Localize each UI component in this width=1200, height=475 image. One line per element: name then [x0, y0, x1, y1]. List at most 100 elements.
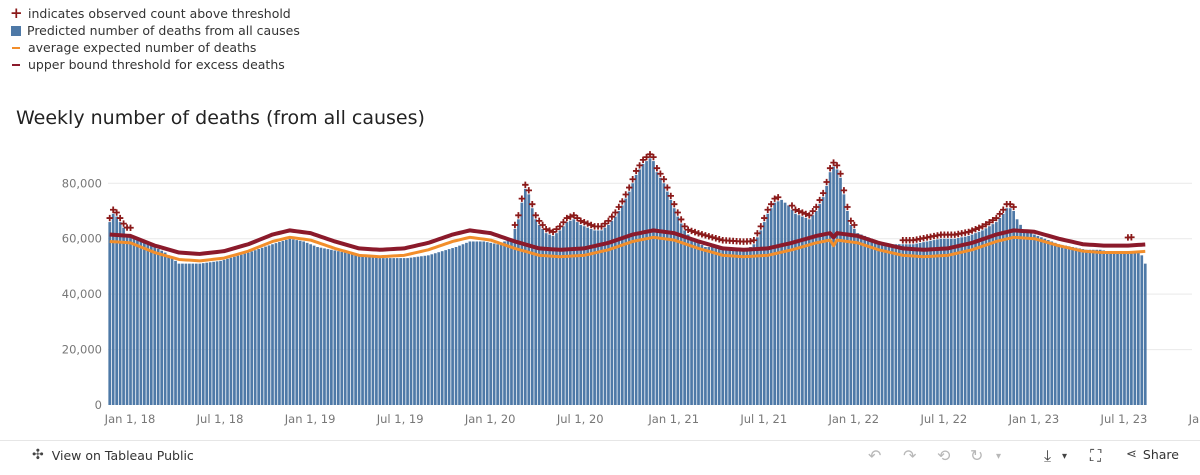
bar: [236, 255, 240, 405]
above-threshold-marker: [612, 209, 619, 216]
chart-area: 0 20,000 40,000 60,000 80,000 Jan 1, 18 Jul 1,…: [62, 151, 1200, 426]
x-tick-label: Jul 1, 22: [919, 412, 967, 426]
above-threshold-marker: [761, 214, 768, 222]
above-threshold-marker: [601, 220, 609, 227]
above-threshold-marker: [709, 234, 716, 241]
bar: [503, 241, 506, 405]
bar: [821, 197, 825, 405]
bar: [285, 239, 288, 405]
bar: [1105, 251, 1109, 405]
bar: [215, 261, 219, 405]
above-threshold-marker: [587, 221, 595, 229]
bar: [111, 213, 115, 405]
above-threshold-marker: [518, 195, 526, 202]
bar: [991, 224, 995, 405]
x-tick-label: Jul 1, 20: [556, 412, 604, 426]
above-threshold-marker: [830, 159, 837, 166]
redo-icon[interactable]: ↷: [903, 446, 917, 465]
bar: [243, 253, 247, 405]
undo-icon[interactable]: ↶: [868, 446, 882, 465]
above-threshold-marker: [979, 223, 986, 230]
download-dropdown-icon[interactable]: ▾: [1062, 451, 1068, 462]
bar: [710, 247, 714, 405]
bar: [177, 263, 181, 405]
above-threshold-marker: [529, 201, 536, 208]
refresh-icon[interactable]: ↻: [970, 446, 984, 465]
bar: [492, 243, 496, 405]
bar: [305, 242, 309, 405]
bar: [863, 235, 867, 405]
bar: [814, 210, 818, 405]
bar: [1012, 210, 1015, 405]
fullscreen-icon[interactable]: ⛶: [1090, 446, 1102, 465]
download-icon[interactable]: ⤓: [1044, 446, 1052, 465]
above-threshold-marker: [768, 201, 775, 208]
above-threshold-marker: [1128, 234, 1135, 241]
bar: [562, 226, 565, 405]
legend-item-average: average expected number of deaths: [10, 39, 300, 56]
bar: [555, 233, 558, 405]
bar: [766, 213, 770, 405]
bar: [915, 243, 919, 405]
above-threshold-marker: [570, 212, 578, 219]
bar: [160, 250, 164, 405]
share-button[interactable]: ⋖ Share: [1126, 447, 1179, 462]
bar: [146, 243, 150, 405]
above-threshold-marker: [695, 230, 702, 237]
bar: [295, 240, 299, 405]
bar: [527, 194, 531, 405]
revert-icon[interactable]: ⟲: [937, 446, 951, 465]
above-threshold-marker: [581, 219, 588, 226]
above-threshold-marker: [757, 223, 765, 230]
bar: [475, 241, 479, 405]
refresh-dropdown-icon[interactable]: ▾: [996, 451, 1002, 462]
y-tick-label: 0: [95, 398, 102, 412]
above-threshold-marker: [636, 162, 643, 169]
bar: [149, 245, 153, 405]
bar: [399, 258, 402, 405]
above-threshold-marker: [802, 210, 810, 218]
bar: [278, 242, 281, 405]
above-threshold-marker: [688, 227, 695, 235]
above-threshold-marker: [109, 206, 117, 213]
above-threshold-marker: [515, 212, 522, 219]
bar: [735, 249, 738, 405]
bar: [738, 249, 742, 405]
bar: [385, 258, 389, 405]
orange-line-icon: [12, 46, 20, 49]
bar: [226, 258, 229, 405]
bar: [371, 256, 375, 405]
bar: [745, 249, 749, 405]
bar: [1001, 213, 1005, 405]
view-on-tableau-link[interactable]: ✣ View on Tableau Public: [32, 447, 194, 463]
bar: [1060, 244, 1064, 405]
above-threshold-marker: [657, 170, 664, 177]
bar: [108, 222, 112, 405]
bar: [981, 230, 984, 405]
bar: [1130, 252, 1133, 405]
above-threshold-marker: [847, 217, 855, 225]
bar: [537, 224, 541, 405]
bar: [1123, 252, 1126, 405]
above-threshold-marker: [813, 203, 820, 211]
bar: [416, 256, 420, 405]
bar: [357, 254, 361, 405]
bar: [776, 201, 780, 405]
above-threshold-marker: [799, 209, 806, 216]
bar: [894, 244, 898, 405]
bar: [239, 254, 243, 405]
above-threshold-marker: [546, 227, 553, 234]
bar: [582, 226, 586, 405]
bar: [922, 242, 925, 405]
bar: [496, 244, 499, 405]
red-line-icon: [12, 63, 20, 66]
above-threshold-marker: [826, 164, 834, 172]
above-threshold-marker: [577, 217, 584, 225]
bar: [333, 250, 337, 405]
above-threshold-marker: [605, 217, 612, 225]
bar: [274, 243, 278, 405]
above-threshold-marker: [795, 207, 803, 215]
bar: [1102, 250, 1106, 405]
bar: [787, 205, 790, 405]
above-threshold-marker: [629, 176, 636, 183]
